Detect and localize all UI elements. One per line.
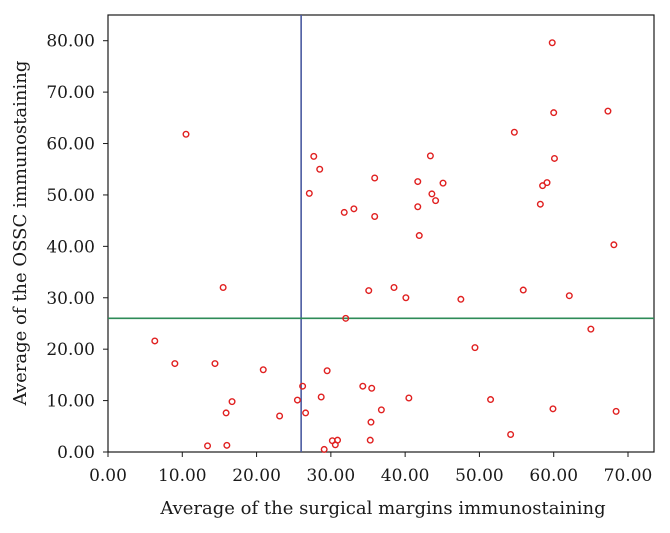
x-axis-title: Average of the surgical margins immunost… xyxy=(159,498,605,519)
data-point xyxy=(612,407,620,415)
data-point xyxy=(350,205,358,213)
data-point xyxy=(368,384,376,392)
data-point xyxy=(426,152,434,160)
data-point xyxy=(367,418,375,426)
data-point xyxy=(302,409,310,417)
data-point xyxy=(539,182,547,190)
y-tick-label: 50.00 xyxy=(46,186,95,206)
y-tick-label: 40.00 xyxy=(46,237,95,257)
data-point xyxy=(340,208,348,216)
x-tick-label: 20.00 xyxy=(232,466,281,486)
data-point xyxy=(487,396,495,404)
data-point xyxy=(299,382,307,390)
data-point xyxy=(316,165,324,173)
data-point xyxy=(457,295,465,303)
data-point xyxy=(334,436,342,444)
data-point xyxy=(519,286,527,294)
data-point xyxy=(414,178,422,186)
data-point xyxy=(204,442,212,450)
data-point xyxy=(536,200,544,208)
y-tick-label: 20.00 xyxy=(46,340,95,360)
data-point xyxy=(550,109,558,117)
data-point xyxy=(543,179,551,187)
data-point xyxy=(402,294,410,302)
data-point xyxy=(471,344,479,352)
data-point xyxy=(549,405,557,413)
y-tick-label: 70.00 xyxy=(46,83,95,103)
data-point xyxy=(323,367,331,375)
data-point xyxy=(371,213,379,221)
data-point xyxy=(432,197,440,205)
data-point xyxy=(359,382,367,390)
x-tick-label: 0.00 xyxy=(89,466,127,486)
y-tick-label: 0.00 xyxy=(57,443,95,463)
data-point xyxy=(366,436,374,444)
x-tick-label: 70.00 xyxy=(604,466,653,486)
x-axis-ticks: 0.00 10.00 20.00 30.00 40.00 50.00 60.00 70.00 xyxy=(89,452,652,486)
x-tick-label: 50.00 xyxy=(455,466,504,486)
data-point xyxy=(550,154,558,162)
data-point xyxy=(223,441,231,449)
data-point xyxy=(587,325,595,333)
data-point xyxy=(405,394,413,402)
data-point xyxy=(151,337,159,345)
x-tick-label: 10.00 xyxy=(158,466,207,486)
data-point xyxy=(171,360,179,368)
y-tick-label: 60.00 xyxy=(46,135,95,155)
y-tick-label: 30.00 xyxy=(46,289,95,309)
x-tick-label: 40.00 xyxy=(381,466,430,486)
plot-area xyxy=(107,14,655,453)
y-axis-ticks: 0.00 10.00 20.00 30.00 40.00 50.00 60.00 70.00 8… xyxy=(46,32,108,463)
data-point xyxy=(371,174,379,182)
data-point xyxy=(182,130,190,138)
data-point xyxy=(259,366,267,374)
data-point xyxy=(548,39,556,47)
data-point xyxy=(507,431,515,439)
y-tick-label: 80.00 xyxy=(46,32,95,52)
data-point xyxy=(211,360,219,368)
data-point xyxy=(219,283,227,291)
data-point xyxy=(414,203,422,211)
x-tick-label: 60.00 xyxy=(529,466,578,486)
x-tick-label: 30.00 xyxy=(307,466,356,486)
data-point xyxy=(428,190,436,198)
data-point xyxy=(276,412,284,420)
data-point xyxy=(293,396,301,404)
data-point xyxy=(317,393,325,401)
y-axis-title: Average of the OSSC immunostaining xyxy=(10,61,31,407)
data-point xyxy=(390,283,398,291)
y-tick-label: 10.00 xyxy=(46,392,95,412)
data-point xyxy=(610,241,618,249)
data-point xyxy=(510,128,518,136)
data-point xyxy=(604,107,612,115)
data-points xyxy=(151,39,620,453)
data-point xyxy=(310,152,318,160)
data-point xyxy=(305,189,313,197)
data-point xyxy=(377,406,385,414)
data-point xyxy=(415,232,423,240)
reference-lines xyxy=(108,15,654,452)
data-point xyxy=(320,445,328,453)
data-point xyxy=(565,292,573,300)
data-point xyxy=(342,314,350,322)
data-point xyxy=(222,409,230,417)
data-point xyxy=(439,179,447,187)
data-point xyxy=(365,287,373,295)
data-point xyxy=(228,398,236,406)
